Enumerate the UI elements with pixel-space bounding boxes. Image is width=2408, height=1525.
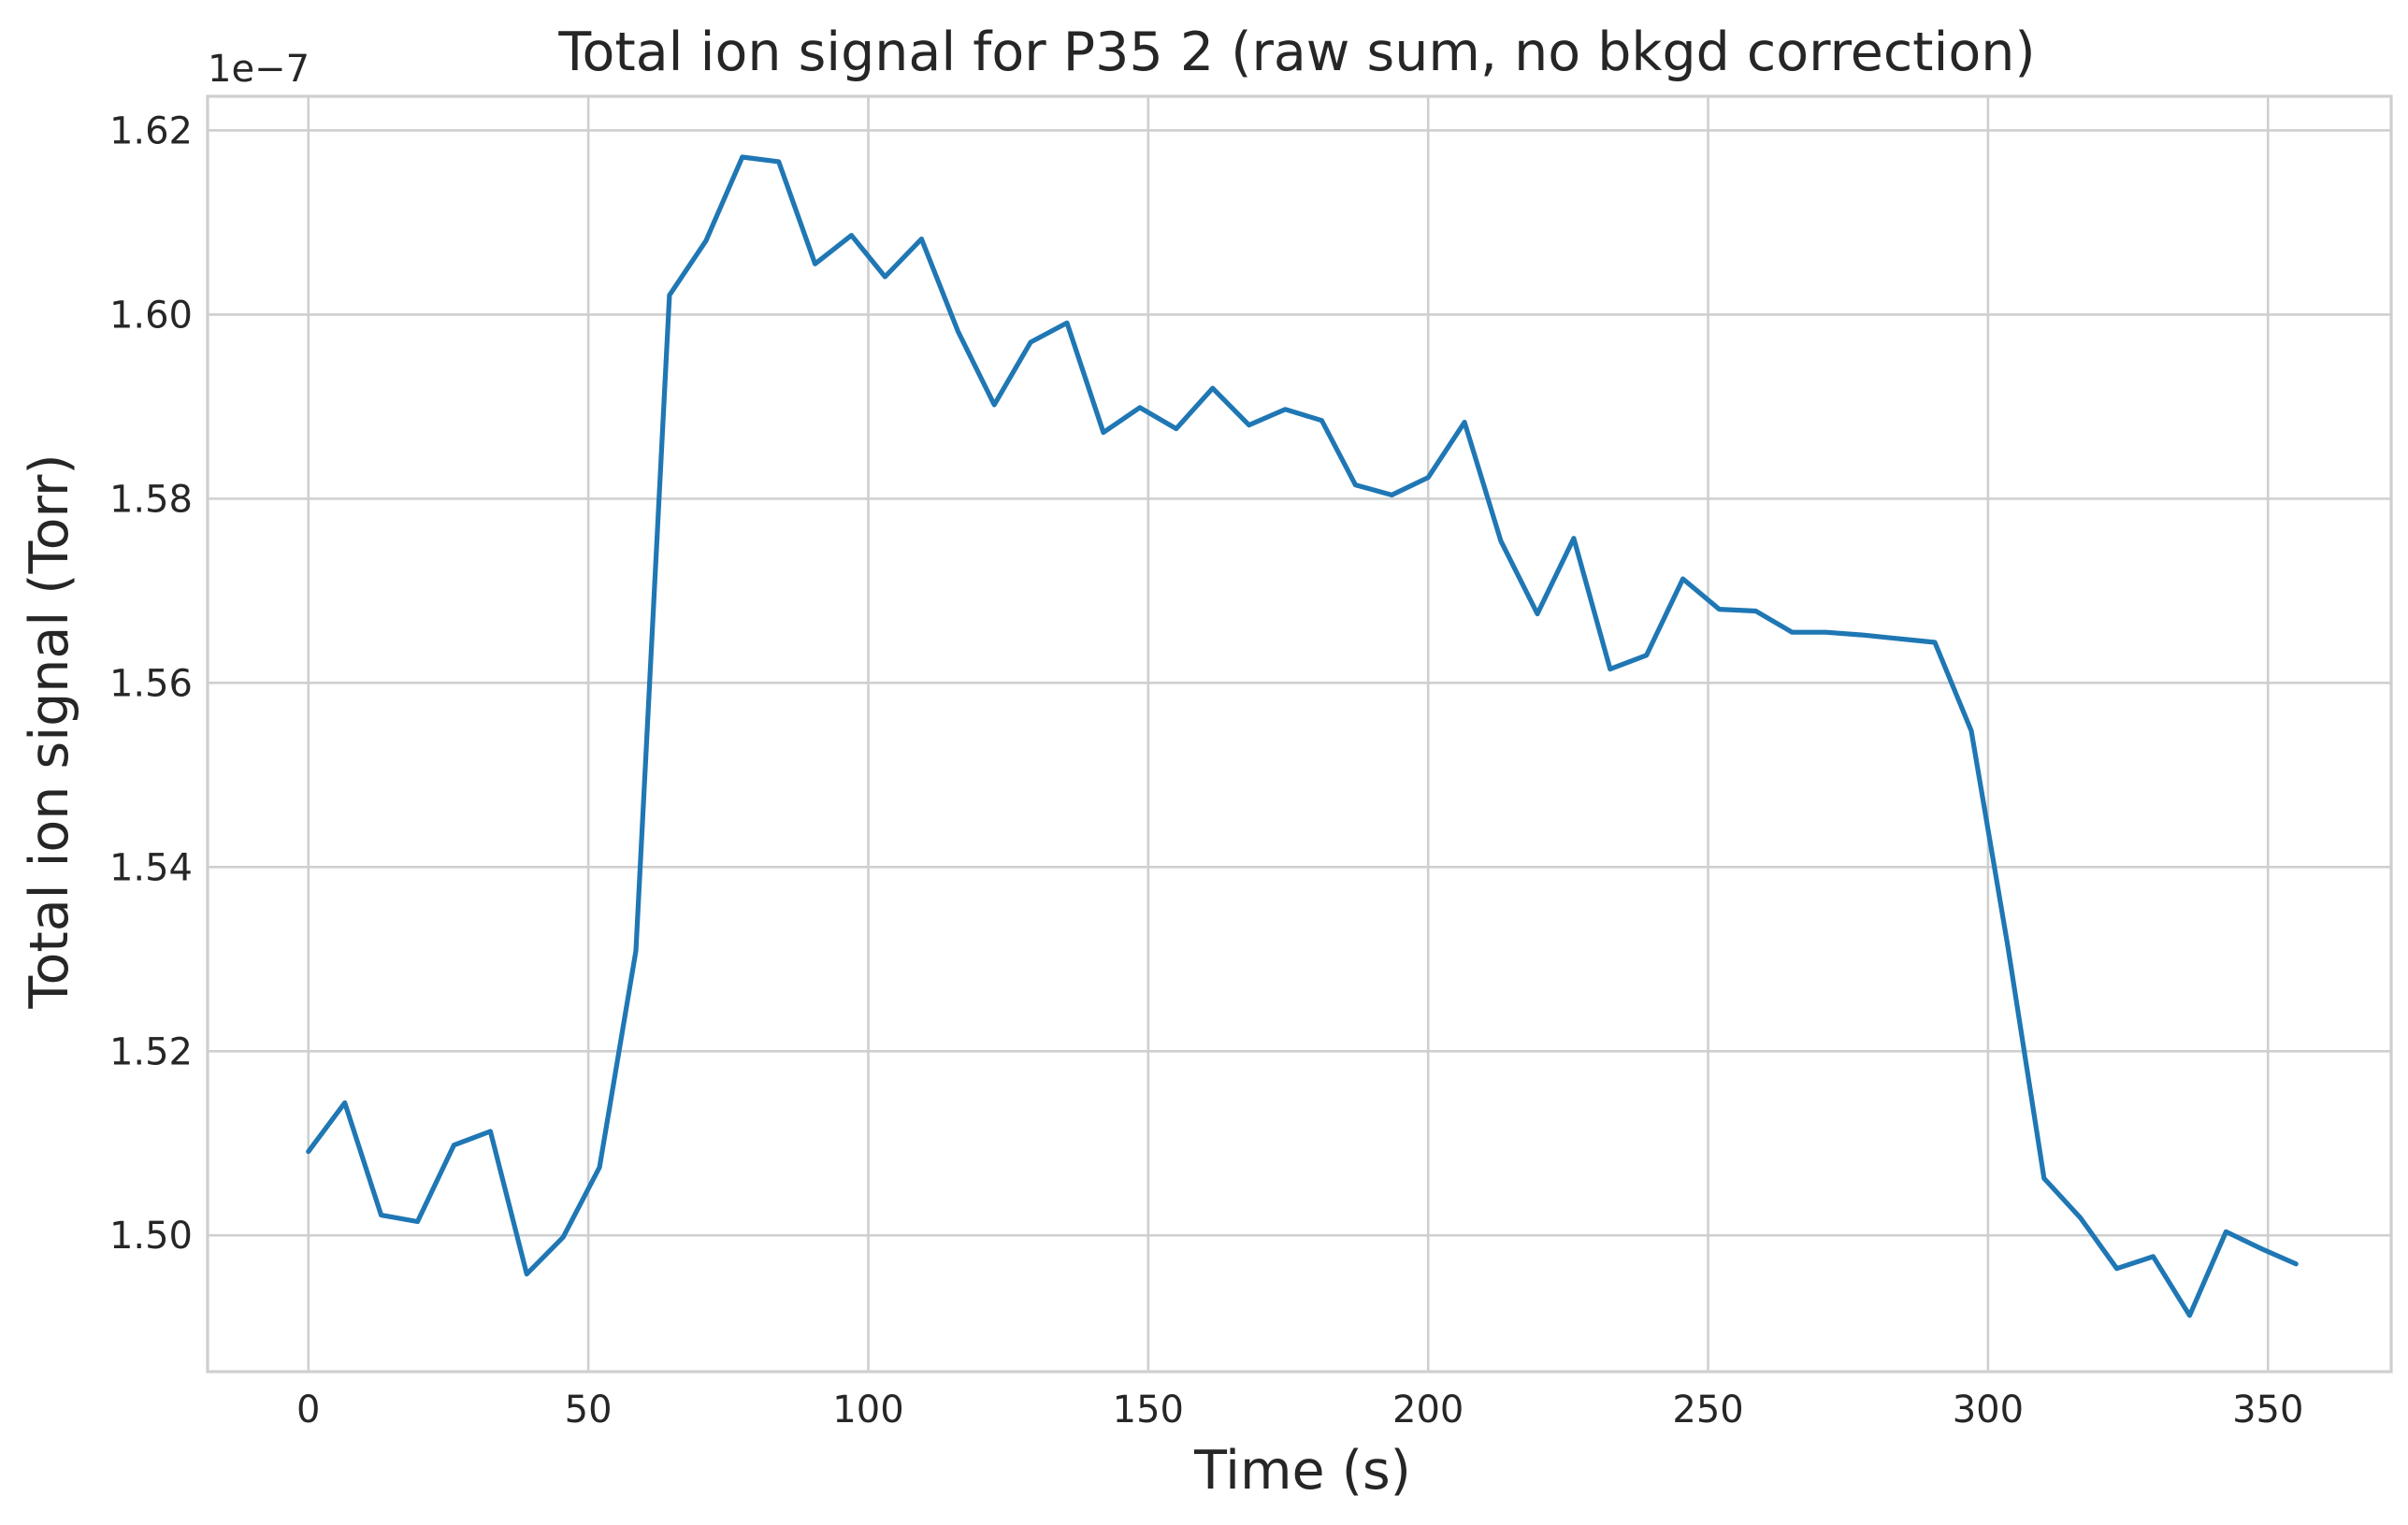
y-tick-label: 1.60	[109, 294, 193, 337]
x-tick-label: 150	[1113, 1388, 1184, 1431]
series-line	[306, 154, 2299, 1318]
x-tick-label: 100	[832, 1388, 903, 1431]
x-gridlines	[307, 96, 2270, 1372]
x-tick-label: 300	[1953, 1388, 2024, 1431]
y-offset-label: 1e−7	[208, 48, 310, 91]
x-tick-labels: 0 50 100 150 200 250 300 350	[296, 1388, 2303, 1431]
plot-frame	[206, 94, 2393, 1374]
x-tick-label: 50	[565, 1388, 613, 1431]
x-tick-label: 200	[1392, 1388, 1464, 1431]
x-tick-label: 250	[1672, 1388, 1743, 1431]
y-tick-label: 1.58	[109, 478, 193, 521]
x-axis-label: Time (s)	[1193, 1440, 1411, 1502]
y-axis-label: Total ion signal (Torr)	[19, 453, 80, 1009]
y-tick-label: 1.52	[109, 1030, 193, 1073]
y-tick-label: 1.50	[109, 1215, 193, 1258]
y-tick-label: 1.56	[109, 662, 193, 705]
y-gridlines	[208, 129, 2391, 1237]
y-tick-labels: 1.50 1.52 1.54 1.56 1.58 1.60 1.62	[109, 109, 193, 1258]
x-tick-label: 350	[2232, 1388, 2303, 1431]
y-tick-label: 1.54	[109, 846, 193, 889]
x-tick-label: 0	[296, 1388, 320, 1431]
chart-title: Total ion signal for P35 2 (raw sum, no …	[557, 22, 2035, 83]
y-tick-label: 1.62	[109, 109, 193, 152]
